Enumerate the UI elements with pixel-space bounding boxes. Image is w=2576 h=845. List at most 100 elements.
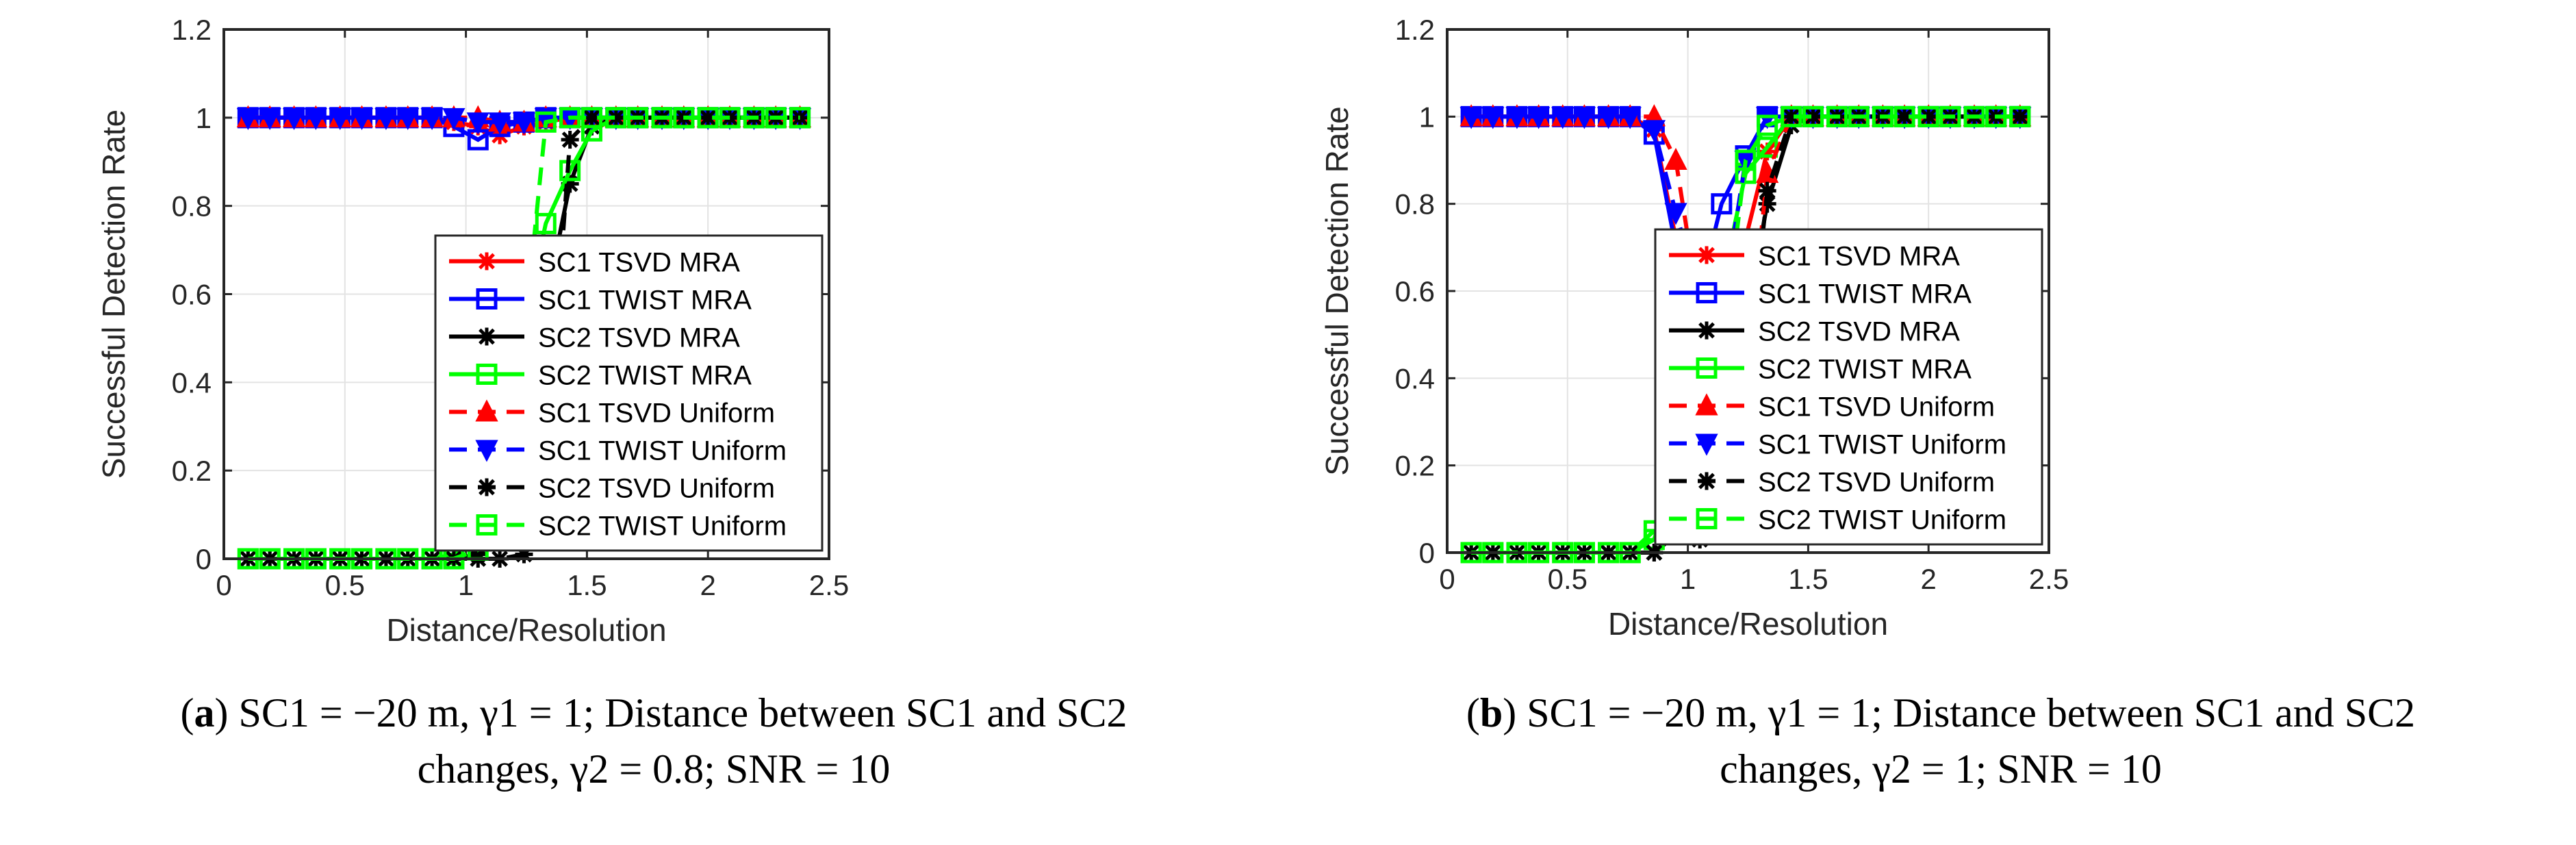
legend-marker: [475, 399, 498, 422]
data-point: [535, 111, 557, 133]
data-point: [1459, 107, 1483, 129]
legend-label: SC2 TSVD MRA: [1758, 317, 1960, 347]
data-point: [1572, 107, 1596, 129]
x-tick-label: 1: [1680, 563, 1696, 595]
y-tick-label: 0.6: [172, 279, 212, 311]
data-point: [1896, 108, 1914, 126]
y-tick-label: 1: [196, 102, 212, 134]
legend-label: SC1 TWIST Uniform: [538, 436, 787, 466]
legend-item: SC1 TWIST Uniform: [449, 436, 787, 466]
legend-label: SC1 TWIST MRA: [538, 286, 752, 316]
legend-label: SC1 TWIST MRA: [1758, 279, 1972, 310]
legend-item: SC1 TSVD Uniform: [1669, 392, 1995, 422]
data-point: [329, 108, 352, 131]
data-point: [1802, 105, 1824, 127]
legend: SC1 TSVD MRA SC1 TWIST MRA SC2 TSVD MRA SC2…: [434, 234, 824, 552]
x-axis-label: Distance/Resolution: [1608, 606, 1888, 642]
data-point: [442, 108, 466, 131]
legend-item: SC2 TSVD Uniform: [449, 474, 775, 504]
data-point: [304, 108, 328, 131]
legend-item: SC1 TSVD Uniform: [449, 399, 775, 429]
y-tick-label: 0.2: [172, 455, 212, 487]
data-point: [743, 107, 765, 129]
chart-b: 0 0.5 1 1.5 2 2.5 0 0.2 0.4 0.6 0.8 1 1.2 Distance/Re…: [1319, 14, 2069, 642]
figure-panel-a: 0 0.5 1 1.5 2 2.5 0 0.2 0.4 0.6 0.8 1 1.2 Distance/Re…: [0, 0, 1287, 845]
data-point: [258, 108, 281, 131]
data-point: [1551, 107, 1574, 129]
data-point: [350, 108, 374, 131]
data-point: [1642, 120, 1666, 142]
data-point: [1893, 105, 1915, 127]
legend-marker: [1698, 246, 1716, 264]
caption-b: (b) SC1 = −20 m, γ1 = 1; Distance betwee…: [1466, 690, 2416, 792]
legend-label: SC2 TSVD MRA: [538, 323, 740, 353]
data-point: [1963, 105, 1985, 127]
data-point: [420, 108, 444, 131]
data-point: [765, 107, 787, 129]
legend-marker: [478, 478, 496, 496]
legend-label: SC1 TSVD Uniform: [538, 399, 775, 429]
data-point: [512, 112, 536, 135]
data-point: [466, 112, 489, 135]
data-point: [1872, 105, 1893, 127]
data-point: [1939, 105, 1961, 127]
data-point: [561, 131, 579, 149]
legend-label: SC2 TSVD Uniform: [538, 474, 775, 504]
caption-a-line1: SC1 = −20 m, γ1 = 1; Distance between SC…: [238, 690, 1127, 735]
y-tick-label: 0: [1419, 537, 1435, 569]
data-point: [651, 107, 673, 129]
legend-marker: [1698, 472, 1716, 490]
axes-frame: [1446, 28, 2050, 554]
chart-a: 0 0.5 1 1.5 2 2.5 0 0.2 0.4 0.6 0.8 1 1.2 Distance/Re…: [96, 14, 849, 648]
data-point: [282, 108, 306, 131]
data-point: [1917, 105, 1939, 127]
data-point: [1596, 107, 1620, 129]
y-axis-label: Successful Detection Rate: [96, 110, 131, 479]
y-tick-label: 0.2: [1395, 450, 1435, 482]
data-point: [1527, 107, 1551, 129]
caption-b-line2: changes, γ2 = 1; SNR = 10: [1720, 746, 2162, 792]
legend-item: SC2 TSVD Uniform: [1669, 468, 1995, 498]
data-point: [236, 108, 260, 131]
x-tick-label: 1: [458, 569, 474, 601]
legend-box: [1654, 228, 2043, 546]
legend-marker: [478, 252, 496, 270]
legend-label: SC1 TSVD MRA: [1758, 242, 1960, 272]
legend-label: SC1 TSVD MRA: [538, 248, 740, 278]
legend-marker: [1696, 508, 1718, 529]
x-tick-label: 0: [1439, 563, 1455, 595]
legend-item: SC1 TSVD MRA: [449, 248, 740, 278]
data-point: [1735, 149, 1757, 171]
x-tick-label: 0.5: [1548, 563, 1587, 595]
data-point: [697, 107, 719, 129]
legend-marker: [478, 327, 496, 346]
caption-a: (a) SC1 = −20 m, γ1 = 1; Distance betwee…: [180, 690, 1127, 792]
legend-marker: [1695, 393, 1718, 416]
legend-label: SC2 TWIST Uniform: [538, 512, 787, 542]
data-point: [789, 107, 811, 129]
data-point: [396, 108, 420, 131]
legend-marker: [476, 288, 498, 310]
legend-item: SC2 TWIST MRA: [1669, 355, 1972, 385]
data-point: [719, 107, 741, 129]
data-point: [1985, 105, 2007, 127]
y-tick-label: 1.2: [1395, 14, 1435, 46]
legend-marker: [475, 440, 498, 462]
x-tick-label: 2: [700, 569, 716, 601]
data-point: [1505, 107, 1529, 129]
caption-b-label: b: [1479, 690, 1503, 735]
x-tick-label: 0: [216, 569, 231, 601]
legend-box: [434, 234, 824, 552]
legend-item: SC2 TWIST MRA: [449, 361, 752, 391]
y-tick-label: 0.4: [172, 366, 212, 399]
data-point: [1781, 105, 1802, 127]
legend-label: SC1 TWIST Uniform: [1758, 430, 2006, 460]
legend-item: SC2 TSVD MRA: [449, 323, 740, 353]
x-tick-label: 1.5: [1788, 563, 1828, 595]
x-tick-label: 2: [1921, 563, 1937, 595]
data-point: [1664, 147, 1687, 170]
legend-label: SC2 TWIST MRA: [1758, 355, 1972, 385]
legend-marker: [476, 364, 498, 385]
y-tick-label: 0.8: [172, 190, 212, 223]
x-tick-label: 2.5: [809, 569, 849, 601]
